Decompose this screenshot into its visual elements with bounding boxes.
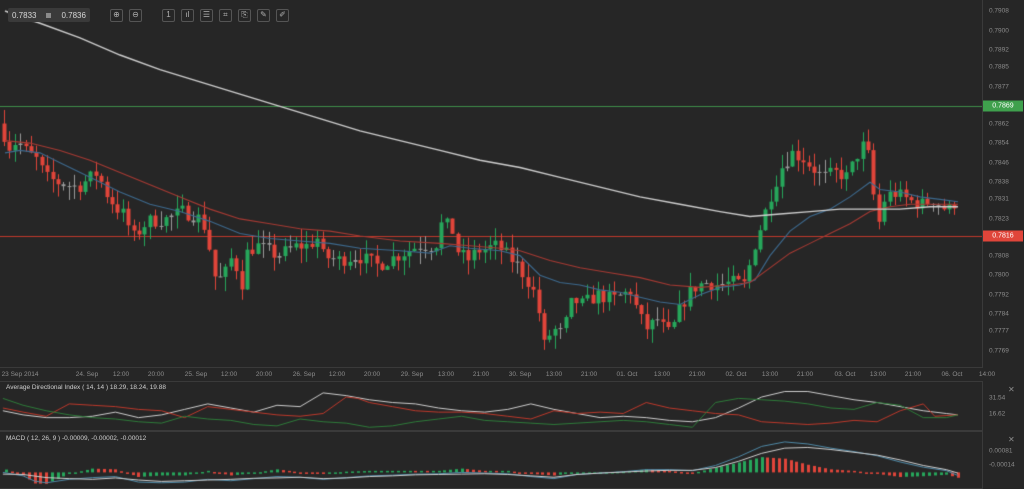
bid-ask-box: 0.7833 0.7836: [8, 8, 90, 22]
price-tick: 0.7808: [989, 252, 1009, 260]
price-tick: 0.7792: [989, 291, 1009, 299]
adx-indicator-pane[interactable]: [0, 381, 983, 431]
macd-tick: 0.00081: [989, 447, 1013, 455]
time-tick: 30. Sep: [508, 371, 532, 378]
bid-price: 0.7833: [12, 10, 37, 20]
time-tick: 13:00: [653, 371, 671, 378]
price-tick: 0.7877: [989, 83, 1009, 91]
attach-icon[interactable]: ⎘: [237, 8, 251, 22]
ask-price: 0.7836: [61, 10, 86, 20]
adx-tick: 31.54: [989, 394, 1006, 402]
time-tick: 12:00: [220, 371, 238, 378]
draw-icon[interactable]: ✐: [275, 8, 289, 22]
price-tick: 0.7900: [989, 27, 1009, 35]
edit-icon[interactable]: ✎: [256, 8, 270, 22]
resistance-price-tag: 0.7869: [983, 100, 1023, 112]
time-axis[interactable]: 23 Sep 2014 24. Sep 12:00 20:00 25. Sep 12:00…: [0, 367, 996, 381]
price-tick: 0.7846: [989, 159, 1009, 167]
price-tick: 0.7862: [989, 120, 1009, 128]
macd-title: MACD ( 12, 26, 9 ) -0.00009, -0.00002, -…: [6, 435, 147, 442]
chart-type-icon[interactable]: ⌗: [218, 8, 232, 22]
price-tick: 0.7823: [989, 215, 1009, 223]
time-tick: 12:00: [112, 371, 130, 378]
time-tick: 06. Oct: [941, 371, 963, 378]
time-tick: 02. Oct: [725, 371, 747, 378]
time-tick: 29. Sep: [400, 371, 424, 378]
price-tick: 0.7838: [989, 178, 1009, 186]
adx-chart: [0, 382, 982, 430]
time-tick: 13:00: [869, 371, 887, 378]
time-tick: 23 Sep 2014: [1, 371, 39, 378]
timeframe-icon[interactable]: 1: [161, 8, 175, 22]
zoom-in-icon[interactable]: ⊕: [109, 8, 123, 22]
price-tick: 0.7777: [989, 327, 1009, 335]
adx-title: Average Directional Index ( 14, 14 ) 18.…: [6, 384, 166, 391]
time-tick: 12:00: [328, 371, 346, 378]
macd-indicator-pane[interactable]: [0, 431, 983, 489]
time-tick: 20:00: [255, 371, 273, 378]
time-tick: 21:00: [472, 371, 490, 378]
macd-axis: 0.00081 -0.00014: [983, 431, 1024, 487]
spread-marker: [46, 12, 52, 18]
price-tick: 0.7800: [989, 271, 1009, 279]
price-tick: 0.7831: [989, 195, 1009, 203]
time-tick: 20:00: [147, 371, 165, 378]
adx-close-icon[interactable]: ✕: [1008, 385, 1015, 394]
time-tick: 25. Sep: [184, 371, 208, 378]
time-tick: 13:00: [437, 371, 455, 378]
chart-toolbar: 0.7833 0.7836 ⊕ ⊖ 1 ıl ☰ ⌗ ⎘ ✎ ✐: [0, 0, 289, 30]
time-tick: 13:00: [761, 371, 779, 378]
macd-close-icon[interactable]: ✕: [1008, 435, 1015, 444]
zoom-out-icon[interactable]: ⊖: [128, 8, 142, 22]
time-tick: 20:00: [363, 371, 381, 378]
price-axis[interactable]: 0.7908 0.7900 0.7892 0.7885 0.7877 0.7862 0.78…: [983, 0, 1024, 367]
price-tick: 0.7908: [989, 7, 1009, 15]
time-tick: 21:00: [904, 371, 922, 378]
price-tick: 0.7885: [989, 63, 1009, 71]
time-tick: 03. Oct: [834, 371, 856, 378]
time-tick: 14:00: [978, 371, 996, 378]
macd-tick: -0.00014: [989, 461, 1015, 469]
time-tick: 01. Oct: [616, 371, 638, 378]
support-price-tag: 0.7816: [983, 230, 1023, 242]
adx-axis: 31.54 16.62: [983, 381, 1024, 429]
price-tick: 0.7769: [989, 347, 1009, 355]
adx-tick: 16.62: [989, 410, 1006, 418]
macd-chart: [0, 432, 982, 488]
price-tick: 0.7784: [989, 310, 1009, 318]
indicators-icon[interactable]: ☰: [199, 8, 213, 22]
time-tick: 21:00: [688, 371, 706, 378]
candles-icon[interactable]: ıl: [180, 8, 194, 22]
time-tick: 13:00: [545, 371, 563, 378]
price-tick: 0.7854: [989, 139, 1009, 147]
time-tick: 24. Sep: [75, 371, 99, 378]
time-tick: 21:00: [796, 371, 814, 378]
time-tick: 26. Sep: [292, 371, 316, 378]
candlestick-chart[interactable]: [0, 0, 982, 367]
price-chart-pane[interactable]: [0, 0, 983, 368]
time-tick: 21:00: [580, 371, 598, 378]
price-tick: 0.7892: [989, 46, 1009, 54]
